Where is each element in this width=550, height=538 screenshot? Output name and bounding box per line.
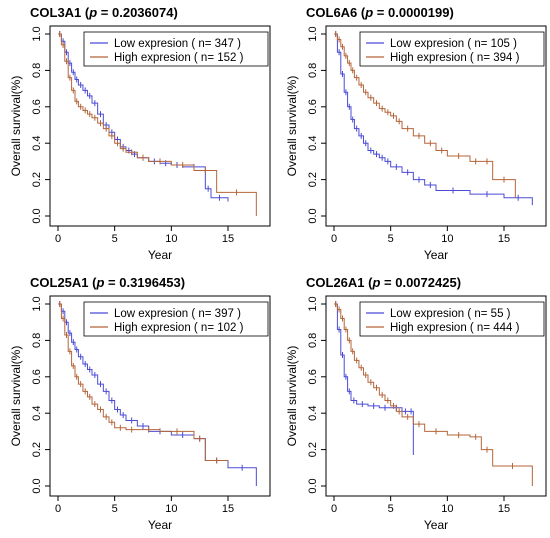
x-axis-label: Year (148, 248, 172, 262)
x-tick-label: 10 (441, 503, 453, 515)
x-axis-label: Year (148, 518, 172, 532)
survival-panel-col26a1: COL26A1 (p = 0.0072425) 0.0 0.2 0.4 0.6 0.8 1.… (285, 275, 547, 532)
y-tick-label: 1.0 (307, 296, 319, 311)
y-tick-label: 0.8 (31, 63, 43, 78)
chart-title-p-label: p (364, 5, 373, 20)
x-tick-label: 0 (331, 233, 337, 245)
survival-curve-low (334, 303, 414, 456)
y-tick-label: 0.4 (31, 406, 43, 421)
x-tick-label: 10 (441, 233, 453, 245)
legend-box (359, 301, 545, 337)
legend-label-high: High expresion ( n= 394 ) (390, 52, 520, 64)
legend-label-low: Low expresion ( n= 397 ) (114, 308, 241, 320)
y-tick-label: 1.0 (307, 26, 319, 41)
y-tick-label: 0.6 (31, 99, 43, 114)
y-tick-label: 0.6 (307, 369, 319, 384)
x-tick-label: 5 (388, 233, 394, 245)
x-tick-label: 10 (165, 503, 177, 515)
y-tick-label: 0.0 (307, 478, 319, 493)
y-axis-label: Overall survival(%) (285, 346, 299, 447)
chart-title: COL25A1 (p = 0.3196453) (30, 275, 185, 290)
y-tick-label: 0.6 (307, 99, 319, 114)
x-tick-label: 0 (55, 503, 61, 515)
chart-title-gene: COL3A1 ( (30, 5, 90, 20)
survival-curve-low (334, 33, 533, 206)
chart-title-p-value: = 0.0072425) (380, 275, 461, 290)
y-tick-label: 0.0 (31, 208, 43, 223)
y-tick-label: 0.6 (31, 369, 43, 384)
legend-box (359, 31, 545, 67)
chart-title-p-value: = 0.0000199) (373, 5, 454, 20)
x-axis-label: Year (424, 248, 448, 262)
x-tick-label: 15 (498, 503, 510, 515)
x-tick-label: 0 (331, 503, 337, 515)
y-tick-label: 0.2 (307, 172, 319, 187)
plot-frame (49, 25, 271, 227)
y-tick-label: 0.0 (307, 208, 319, 223)
legend-label-low: Low expresion ( n= 105 ) (390, 38, 517, 50)
y-axis-label: Overall survival(%) (9, 76, 23, 177)
y-tick-label: 0.0 (31, 478, 43, 493)
legend-label-low: Low expresion ( n= 347 ) (114, 38, 241, 50)
survival-curve-high (334, 303, 533, 486)
y-tick-label: 1.0 (31, 296, 43, 311)
chart-title-p-value: = 0.3196453) (104, 275, 185, 290)
survival-panel-col6a6: COL6A6 (p = 0.0000199) 0.0 0.2 0.4 0.6 0.8 1.0… (285, 5, 547, 262)
chart-title: COL3A1 (p = 0.2036074) (30, 5, 178, 20)
y-tick-label: 0.2 (307, 442, 319, 457)
legend-label-high: High expresion ( n= 152 ) (114, 52, 244, 64)
chart-title-gene: COL25A1 ( (30, 275, 97, 290)
x-tick-label: 5 (388, 503, 394, 515)
x-tick-label: 15 (498, 233, 510, 245)
y-tick-label: 0.4 (31, 136, 43, 151)
legend-label-high: High expresion ( n= 102 ) (114, 322, 244, 334)
survival-panel-col25a1: COL25A1 (p = 0.3196453) 0.0 0.2 0.4 0.6 0.8 1.… (9, 275, 271, 532)
y-tick-label: 0.8 (307, 333, 319, 348)
y-tick-label: 0.8 (307, 63, 319, 78)
x-tick-label: 15 (222, 503, 234, 515)
chart-title: COL26A1 (p = 0.0072425) (306, 275, 461, 290)
survival-curve-high (58, 303, 228, 462)
chart-title-p-value: = 0.2036074) (97, 5, 178, 20)
x-tick-label: 10 (165, 233, 177, 245)
x-tick-label: 5 (112, 233, 118, 245)
y-tick-label: 0.2 (31, 172, 43, 187)
chart-title-p-label: p (95, 275, 104, 290)
chart-title-p-label: p (88, 5, 97, 20)
x-tick-label: 15 (222, 233, 234, 245)
legend-label-high: High expresion ( n= 444 ) (390, 322, 520, 334)
legend-label-low: Low expresion ( n= 55 ) (390, 308, 511, 320)
y-axis-label: Overall survival(%) (285, 76, 299, 177)
chart-title-gene: COL6A6 ( (306, 5, 366, 20)
y-tick-label: 0.8 (31, 333, 43, 348)
x-axis-label: Year (424, 518, 448, 532)
legend-box (83, 31, 269, 67)
survival-curve-high (58, 33, 257, 216)
y-tick-label: 0.4 (307, 136, 319, 151)
plot-frame (325, 295, 547, 497)
survival-curve-low (58, 303, 257, 486)
legend-box (83, 301, 269, 337)
chart-title-p-label: p (371, 275, 380, 290)
x-tick-label: 0 (55, 233, 61, 245)
y-tick-label: 0.4 (307, 406, 319, 421)
plot-frame (325, 25, 547, 227)
chart-title: COL6A6 (p = 0.0000199) (306, 5, 454, 20)
x-tick-label: 5 (112, 503, 118, 515)
y-tick-label: 1.0 (31, 26, 43, 41)
y-tick-label: 0.2 (31, 442, 43, 457)
plot-frame (49, 295, 271, 497)
survival-panel-col3a1: COL3A1 (p = 0.2036074) 0.0 0.2 0.4 0.6 0.8 1.0… (9, 5, 271, 262)
chart-title-gene: COL26A1 ( (306, 275, 373, 290)
y-axis-label: Overall survival(%) (9, 346, 23, 447)
